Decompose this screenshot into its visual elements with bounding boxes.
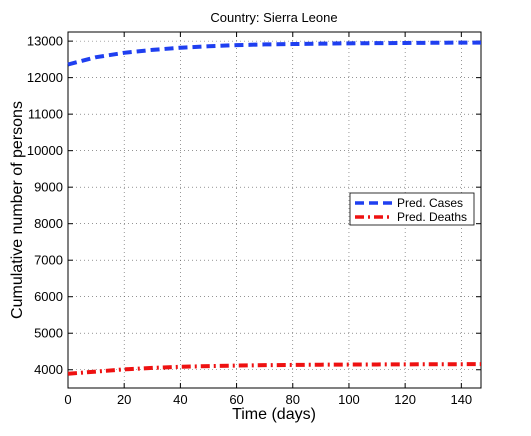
x-tick-label: 100 bbox=[338, 392, 360, 407]
y-tick-label: 11000 bbox=[28, 107, 63, 122]
x-tick-label: 60 bbox=[229, 392, 243, 407]
x-tick-label: 0 bbox=[64, 392, 71, 407]
y-tick-label: 9000 bbox=[34, 180, 63, 195]
x-tick-label: 120 bbox=[394, 392, 416, 407]
y-tick-label: 7000 bbox=[34, 253, 63, 268]
y-tick-label: 4000 bbox=[34, 362, 63, 377]
y-axis-label: Cumulative number of persons bbox=[9, 101, 26, 319]
x-tick-label: 40 bbox=[173, 392, 187, 407]
x-tick-label: 140 bbox=[450, 392, 472, 407]
legend-label-pred-deaths: Pred. Deaths bbox=[397, 210, 467, 224]
legend-box bbox=[349, 192, 475, 226]
y-tick-label: 5000 bbox=[34, 326, 63, 341]
y-tick-label: 8000 bbox=[34, 216, 63, 231]
x-tick-label: 80 bbox=[286, 392, 300, 407]
legend: Pred. Cases Pred. Deaths bbox=[349, 192, 475, 226]
y-tick-label: 6000 bbox=[34, 289, 63, 304]
y-tick-label: 13000 bbox=[27, 34, 63, 49]
y-tick-label: 10000 bbox=[27, 143, 63, 158]
series-layer bbox=[67, 40, 482, 376]
legend-label-pred-cases: Pred. Cases bbox=[397, 196, 463, 210]
y-tick-label: 12000 bbox=[27, 70, 63, 85]
x-tick-label: 20 bbox=[117, 392, 131, 407]
chart-title: Country: Sierra Leone bbox=[210, 10, 337, 25]
x-axis-label: Time (days) bbox=[232, 406, 316, 423]
tick-layer: 0 20 40 60 80 100 120 140 4000 5000 6000 7000 8000 90… bbox=[27, 32, 481, 407]
plot-area-frame bbox=[67, 31, 482, 389]
series-line-pred-deaths bbox=[67, 362, 482, 376]
series-line-pred-cases bbox=[67, 40, 481, 67]
